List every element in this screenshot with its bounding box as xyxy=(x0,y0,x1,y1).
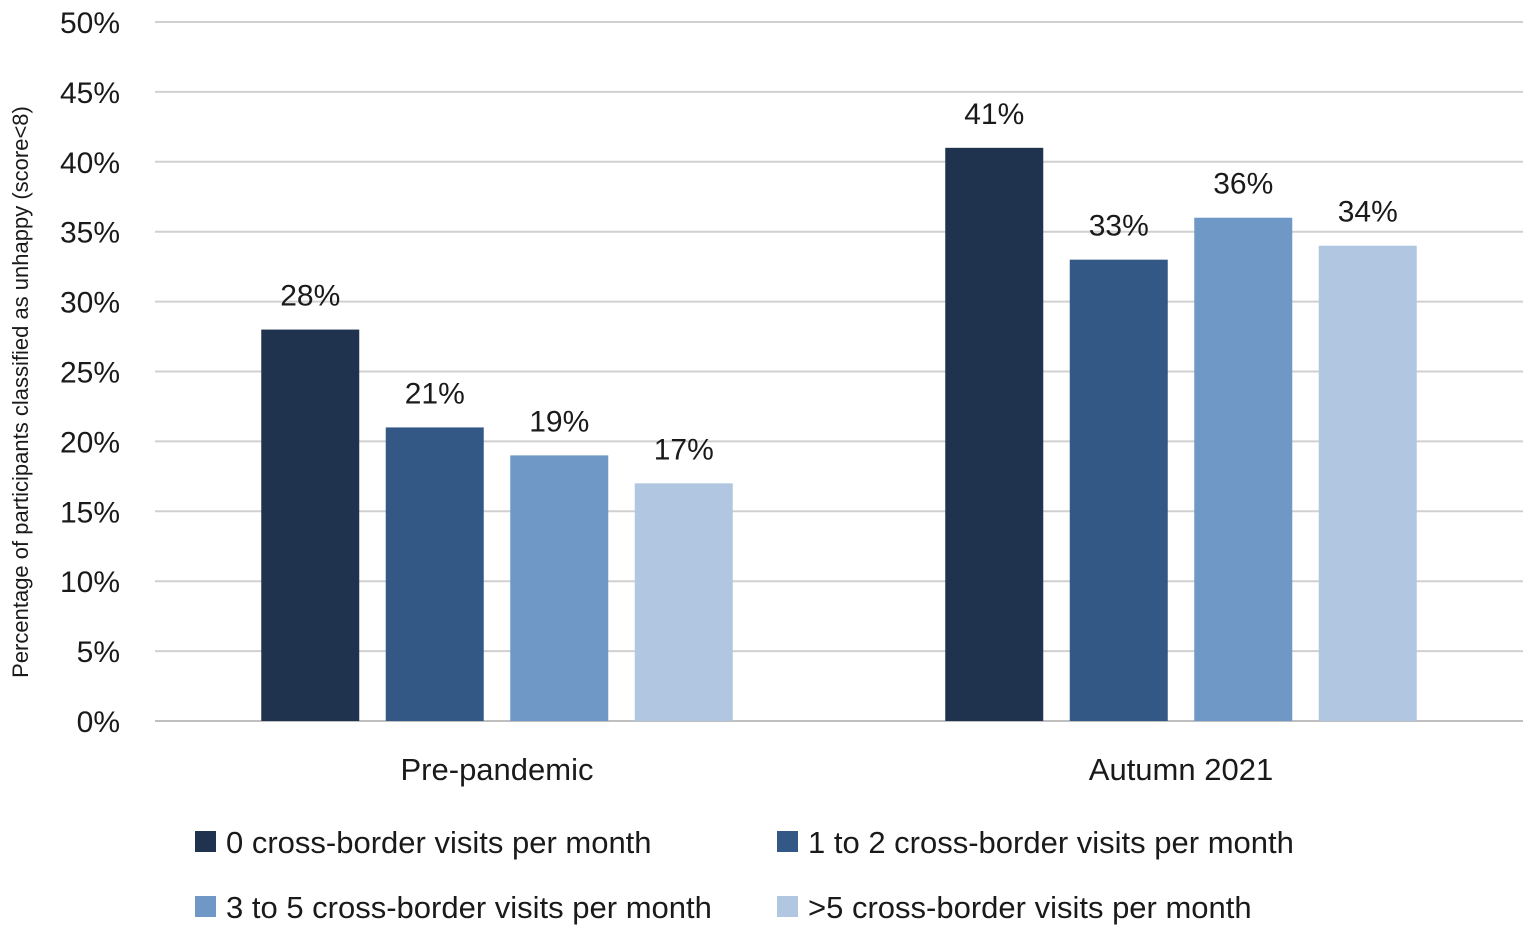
data-label: 33% xyxy=(1089,210,1149,243)
data-label: 19% xyxy=(529,405,589,438)
bar xyxy=(1318,245,1417,721)
legend: 0 cross-border visits per month 1 to 2 cr… xyxy=(195,825,1294,925)
y-tick-label: 15% xyxy=(60,496,120,529)
x-category-label: Autumn 2021 xyxy=(1089,752,1273,787)
bar xyxy=(945,147,1044,721)
bars xyxy=(261,147,1417,721)
x-axis-categories: Pre-pandemic Autumn 2021 xyxy=(401,752,1274,787)
bar xyxy=(385,427,484,721)
data-label: 36% xyxy=(1213,168,1273,201)
legend-label: >5 cross-border visits per month xyxy=(808,890,1252,925)
legend-swatch xyxy=(195,896,216,917)
y-tick-label: 25% xyxy=(60,357,120,390)
y-tick-label: 10% xyxy=(60,566,120,599)
y-tick-label: 45% xyxy=(60,77,120,110)
y-tick-label: 30% xyxy=(60,287,120,320)
legend-swatch xyxy=(777,896,798,917)
legend-swatch xyxy=(777,831,798,852)
data-label: 21% xyxy=(405,377,465,410)
legend-label: 3 to 5 cross-border visits per month xyxy=(226,890,712,925)
data-label: 41% xyxy=(964,98,1024,131)
y-tick-label: 0% xyxy=(77,706,120,739)
data-label: 28% xyxy=(280,280,340,313)
legend-swatch xyxy=(195,831,216,852)
gridlines xyxy=(155,21,1523,722)
x-category-label: Pre-pandemic xyxy=(401,752,594,787)
y-tick-label: 50% xyxy=(60,7,120,40)
bar xyxy=(634,483,733,721)
y-axis-title: Percentage of participants classified as… xyxy=(8,106,33,678)
data-label: 17% xyxy=(654,433,714,466)
legend-label: 0 cross-border visits per month xyxy=(226,825,652,860)
y-tick-label: 5% xyxy=(77,636,120,669)
bar xyxy=(261,329,360,721)
y-tick-label: 35% xyxy=(60,217,120,250)
legend-label: 1 to 2 cross-border visits per month xyxy=(808,825,1294,860)
data-label: 34% xyxy=(1338,196,1398,229)
y-tick-label: 20% xyxy=(60,426,120,459)
bar xyxy=(1194,217,1293,721)
y-tick-label: 40% xyxy=(60,147,120,180)
y-axis-ticks: 0% 5% 10% 15% 20% 25% 30% 35% 40% 45% 50% xyxy=(60,7,120,739)
bar xyxy=(1069,259,1168,721)
bar xyxy=(510,455,609,721)
data-labels: 28% 21% 19% 17% 41% 33% 36% 34% xyxy=(280,98,1398,467)
